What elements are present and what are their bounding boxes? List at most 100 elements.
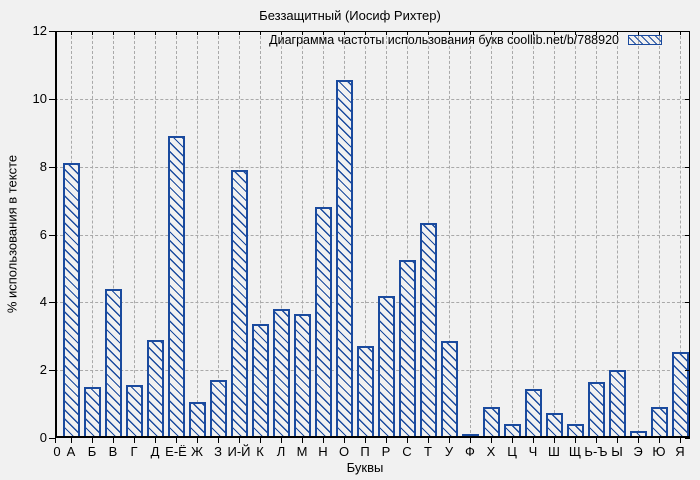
bar-П	[357, 346, 374, 438]
x-tick-mark	[470, 438, 471, 443]
vertical-gridline	[302, 31, 303, 438]
horizontal-gridline	[55, 234, 690, 236]
chart-title: Беззащитный (Иосиф Рихтер)	[259, 8, 441, 23]
bar-Б	[84, 387, 101, 438]
horizontal-gridline	[55, 302, 690, 304]
x-tick-label: Р	[381, 444, 391, 459]
x-tick-mark-top	[596, 31, 597, 35]
bar-Я	[672, 352, 689, 438]
bar-Ш	[546, 413, 563, 438]
x-tick-mark-top	[239, 31, 240, 35]
x-tick-mark-top	[344, 31, 345, 35]
x-tick-mark	[344, 438, 345, 443]
x-tick-mark-top	[302, 31, 303, 35]
x-tick-label: Ф	[465, 444, 475, 459]
x-tick-label: Е-Ё	[165, 444, 187, 459]
vertical-gridline	[470, 31, 471, 438]
y-tick-mark	[49, 370, 55, 372]
bar-Ж	[189, 402, 206, 438]
x-tick-mark	[176, 438, 177, 443]
x-tick-label: Д	[150, 444, 160, 459]
x-tick-mark	[491, 438, 492, 443]
x-tick-mark-top	[428, 31, 429, 35]
y-tick-mark	[49, 31, 55, 32]
vertical-gridline	[617, 31, 618, 438]
x-tick-mark-top	[659, 31, 660, 35]
y-tick-mark	[49, 98, 55, 100]
y-tick-mark	[49, 234, 55, 236]
vertical-gridline	[680, 31, 681, 438]
x-origin-tick-mark	[55, 438, 56, 443]
x-tick-mark	[365, 438, 366, 443]
bar-Ю	[651, 407, 668, 438]
x-tick-mark	[638, 438, 639, 443]
vertical-gridline	[92, 31, 93, 438]
y-tick-label: 2	[39, 362, 47, 378]
plot-area	[49, 31, 690, 443]
x-tick-mark	[113, 438, 114, 443]
bar-Ы	[609, 370, 626, 438]
bar-С	[399, 260, 416, 438]
y-tick-mark	[685, 302, 690, 304]
bar-М	[294, 314, 311, 438]
y-tick-label: 6	[39, 226, 47, 242]
bar-Ч	[525, 389, 542, 438]
bar-О	[336, 80, 353, 438]
y-tick-label: 0	[39, 430, 47, 445]
x-tick-mark-top	[197, 31, 198, 35]
x-tick-label: И-Й	[227, 444, 251, 459]
x-tick-label: С	[402, 444, 412, 459]
legend-key-swatch	[628, 35, 662, 45]
legend: Диаграмма частоты использования букв coo…	[269, 33, 662, 47]
bar-Ц	[504, 424, 521, 438]
x-tick-mark	[71, 438, 72, 443]
x-tick-mark	[218, 438, 219, 443]
vertical-gridline	[197, 31, 198, 438]
bar-А	[63, 163, 80, 438]
vertical-gridline	[554, 31, 555, 438]
y-tick-mark	[685, 370, 690, 372]
x-tick-mark-top	[407, 31, 408, 35]
x-tick-mark-top	[638, 31, 639, 35]
x-tick-mark-top	[155, 31, 156, 35]
x-tick-label: Ч	[528, 444, 538, 459]
bar-У	[441, 341, 458, 438]
x-tick-mark	[323, 438, 324, 443]
y-tick-mark	[685, 31, 690, 32]
x-tick-label: Л	[276, 444, 286, 459]
x-tick-label: Ы	[611, 444, 623, 459]
y-tick-label: 4	[39, 294, 47, 310]
x-tick-label: Н	[318, 444, 328, 459]
bar-Н	[315, 207, 332, 438]
x-tick-label: З	[214, 444, 222, 459]
x-tick-mark	[386, 438, 387, 443]
x-tick-mark	[239, 438, 240, 443]
x-tick-mark	[92, 438, 93, 443]
vertical-gridline	[407, 31, 408, 438]
vertical-gridline	[638, 31, 639, 438]
x-tick-label: Я	[675, 444, 685, 459]
vertical-gridline	[281, 31, 282, 438]
bar-Ь-Ъ	[588, 382, 605, 438]
horizontal-gridline	[55, 98, 690, 100]
x-tick-label: Х	[486, 444, 496, 459]
x-tick-mark	[575, 438, 576, 443]
x-tick-label: Щ	[568, 444, 582, 459]
x-origin-label: 0	[53, 444, 61, 459]
vertical-gridline	[596, 31, 597, 438]
x-tick-mark-top	[260, 31, 261, 35]
x-tick-label: Б	[87, 444, 97, 459]
horizontal-gridline	[55, 166, 690, 168]
vertical-gridline	[113, 31, 114, 438]
x-tick-mark-top	[323, 31, 324, 35]
vertical-gridline	[449, 31, 450, 438]
bar-Г	[126, 385, 143, 438]
x-tick-mark-top	[176, 31, 177, 35]
vertical-gridline	[491, 31, 492, 438]
x-tick-mark	[680, 438, 681, 443]
y-tick-mark	[685, 98, 690, 100]
x-tick-mark	[260, 438, 261, 443]
bar-Х	[483, 407, 500, 438]
y-tick-mark	[685, 166, 690, 168]
y-tick-mark	[685, 438, 690, 439]
